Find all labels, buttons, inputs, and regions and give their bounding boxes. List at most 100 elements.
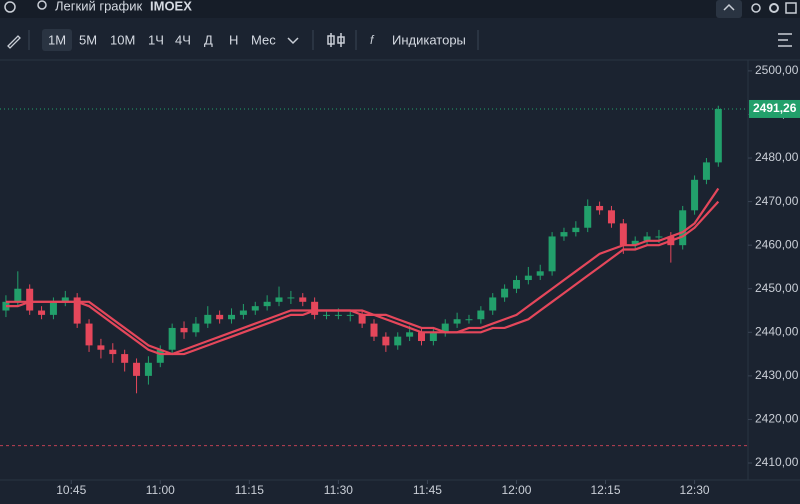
candle-body (596, 205, 604, 211)
candle-body (584, 205, 592, 228)
candle-body (679, 210, 687, 246)
interval-group: 1M 5M 10M 1Ч 4Ч Д Н Мес (48, 32, 276, 47)
interval-button[interactable]: Мес (251, 32, 276, 47)
candle-body (501, 288, 509, 298)
draw-icon[interactable] (7, 35, 21, 49)
active-interval (42, 29, 72, 51)
candle-body (512, 280, 520, 289)
candle-body (49, 301, 57, 315)
x-tick-label: 12:15 (591, 483, 621, 497)
candle-body (133, 362, 141, 376)
y-tick-label: 2480,00 (755, 150, 799, 164)
candle-body (382, 336, 390, 346)
candle-body (85, 323, 93, 346)
y-tick-label: 2430,00 (755, 368, 799, 382)
candle-body (156, 349, 164, 363)
y-tick-label: 2420,00 (755, 412, 799, 426)
candle-body (429, 332, 437, 342)
candle-body (441, 323, 449, 333)
candle-body (524, 275, 532, 281)
candle-body (109, 349, 117, 355)
candle-body (38, 310, 46, 315)
x-tick-label: 11:00 (146, 483, 175, 497)
interval-button[interactable]: 1M (48, 32, 66, 47)
candle-body (144, 362, 152, 376)
last-price-tag (749, 99, 800, 118)
dropdown-icon[interactable] (287, 37, 299, 45)
fx-icon[interactable]: f (370, 33, 375, 47)
candle-body (334, 314, 342, 316)
interval-button[interactable]: 5M (79, 32, 97, 47)
y-tick-label: 2410,00 (755, 455, 799, 469)
chevron-icon (723, 3, 735, 11)
settings-icon[interactable] (769, 3, 779, 13)
candle-body (26, 288, 34, 311)
top-bar (0, 0, 800, 18)
candle-body (287, 297, 295, 299)
candle-body (204, 314, 212, 324)
x-tick-label: 10:45 (56, 483, 86, 497)
candle-body (489, 297, 497, 311)
candle-body (619, 223, 627, 246)
candle-body (702, 162, 710, 180)
candle-body (370, 323, 378, 337)
x-tick-label: 11:45 (413, 483, 442, 497)
candle-body (216, 314, 224, 320)
interval-button[interactable]: 10M (110, 32, 135, 47)
interval-button[interactable]: 1Ч (148, 32, 164, 47)
candle-body (560, 232, 568, 237)
candle-body (572, 227, 580, 233)
x-tick-label: 11:30 (324, 483, 353, 497)
y-tick-label: 2460,00 (755, 237, 799, 251)
y-tick-label: 2500,00 (755, 63, 799, 77)
candle-body (311, 301, 319, 315)
candle-icon[interactable] (337, 36, 345, 44)
x-tick-label: 12:30 (680, 483, 710, 497)
candle-body (228, 314, 236, 320)
candle-body (548, 236, 556, 272)
candle-body (275, 297, 283, 302)
candle-body (97, 345, 105, 350)
interval-button[interactable]: 4Ч (175, 32, 191, 47)
candle-body (417, 332, 425, 342)
candle-body (323, 314, 331, 316)
candle-body (180, 327, 188, 333)
zoom-icon[interactable] (751, 3, 761, 13)
candle-body (358, 314, 366, 324)
candle-body (465, 319, 473, 321)
candle-body (691, 179, 699, 211)
candle-body (299, 297, 307, 302)
search-icon[interactable] (37, 0, 47, 10)
plot: 2410,00 2420,00 2430,00 2440,00 2450,00 2460,… (0, 63, 800, 497)
candle-body (239, 310, 247, 315)
candle-body (453, 319, 461, 324)
close-icon[interactable] (785, 2, 797, 14)
candle-icon[interactable] (327, 35, 335, 45)
candle-body (714, 108, 722, 163)
y-tick-label: 2440,00 (755, 324, 799, 338)
interval-button[interactable]: Н (229, 32, 238, 47)
candle-body (168, 327, 176, 350)
menu-icon[interactable] (778, 33, 792, 47)
add-icon[interactable] (4, 1, 16, 13)
interval-button[interactable]: Д (204, 32, 213, 47)
indicators-button[interactable]: Индикаторы (392, 32, 466, 47)
candle-body (121, 354, 129, 363)
moving-average (5, 200, 720, 356)
chart-title: Легкий график (55, 0, 142, 13)
candle-body (631, 240, 639, 246)
candle-body (406, 332, 414, 337)
last-price-label: 2491,26 (753, 101, 797, 115)
candle-body (192, 323, 200, 333)
candle-body (346, 314, 354, 316)
y-tick-label: 2470,00 (755, 194, 799, 208)
ticker[interactable]: IMOEX (150, 0, 192, 13)
candle-body (477, 310, 485, 320)
candle-body (655, 236, 663, 238)
candle-body (263, 301, 271, 307)
moving-average (5, 187, 720, 356)
collapse-button[interactable] (716, 0, 742, 18)
